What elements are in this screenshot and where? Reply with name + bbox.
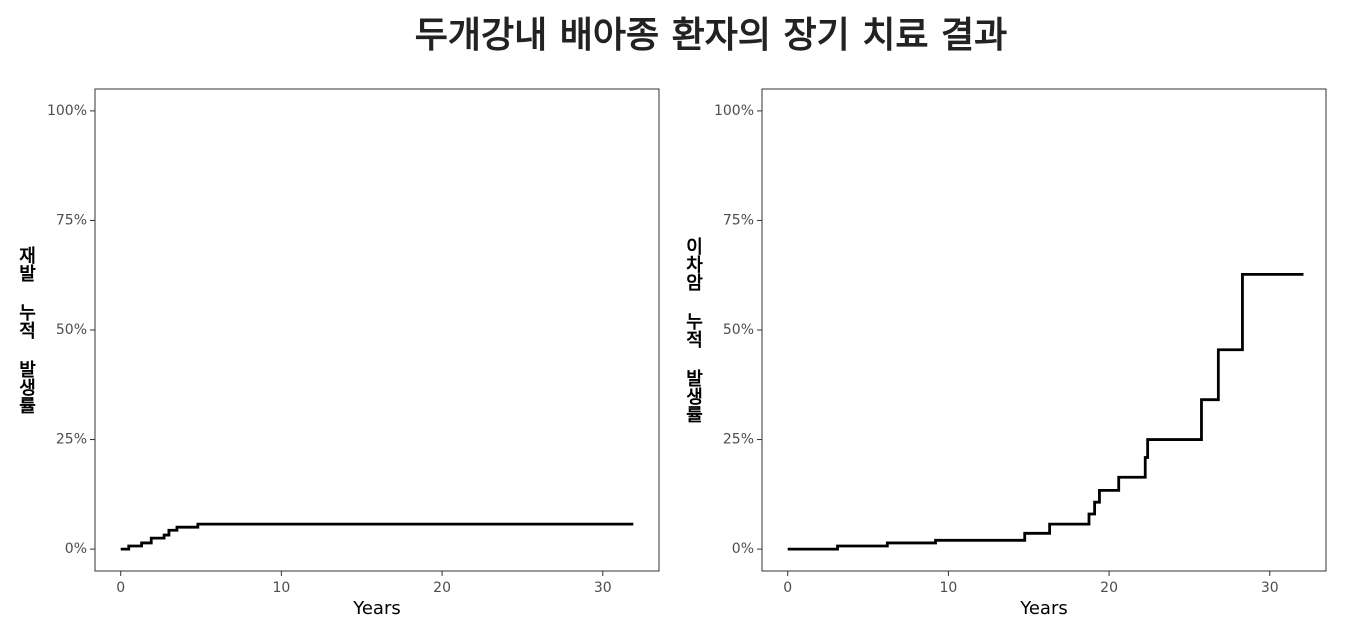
y-tick-label: 75% bbox=[56, 212, 87, 228]
x-tick-label: 0 bbox=[116, 580, 125, 596]
y-axis-label: 이차암 누적 발생률 bbox=[683, 237, 704, 423]
y-tick-label: 75% bbox=[723, 212, 754, 228]
y-tick-label: 100% bbox=[47, 103, 87, 119]
x-tick-label: 20 bbox=[1100, 580, 1118, 596]
y-tick-label: 100% bbox=[714, 103, 754, 119]
x-axis-label: Years bbox=[352, 598, 401, 619]
y-tick-label: 50% bbox=[56, 322, 87, 338]
y-tick-label: 50% bbox=[723, 322, 754, 338]
x-tick-label: 30 bbox=[1261, 580, 1279, 596]
x-tick-label: 20 bbox=[433, 580, 451, 596]
x-axis-label: Years bbox=[1019, 598, 1068, 619]
y-tick-label: 25% bbox=[56, 432, 87, 448]
x-tick-label: 30 bbox=[594, 580, 612, 596]
chart-title: 두개강내 배아종 환자의 장기 치료 결과 bbox=[415, 15, 1008, 56]
y-tick-label: 25% bbox=[723, 432, 754, 448]
plot-frame bbox=[94, 88, 660, 572]
x-tick-label: 10 bbox=[272, 580, 290, 596]
step-line bbox=[787, 272, 1304, 551]
x-tick-label: 0 bbox=[783, 580, 792, 596]
y-tick-label: 0% bbox=[732, 541, 754, 557]
y-axis-label: 재발 누적 발생률 bbox=[16, 246, 37, 414]
step-line bbox=[120, 522, 634, 551]
y-tick-label: 0% bbox=[65, 541, 87, 557]
x-tick-label: 10 bbox=[939, 580, 957, 596]
